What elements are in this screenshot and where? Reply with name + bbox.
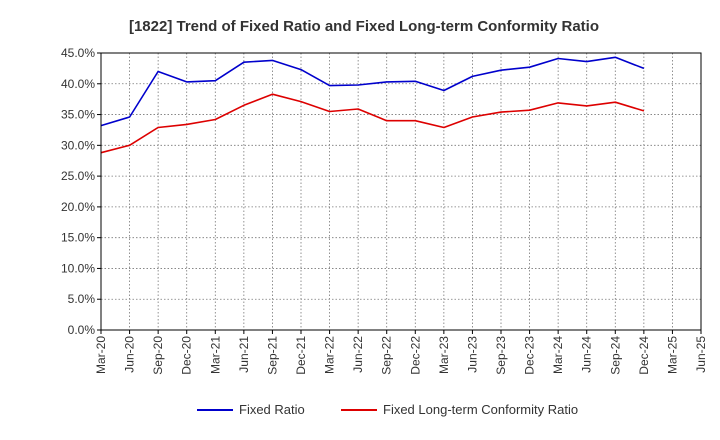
grid [101,53,701,330]
y-tick-label: 40.0% [61,77,95,91]
series-line-2 [100,93,645,154]
y-tick-label: 30.0% [61,138,95,152]
x-tick-label: Jun-20 [123,336,137,373]
y-tick-label: 20.0% [61,200,95,214]
plot-frame [100,52,702,331]
x-tick-label: Sep-20 [151,336,165,375]
chart-title: [1822] Trend of Fixed Ratio and Fixed Lo… [129,18,599,35]
y-tick-label: 35.0% [61,108,95,122]
x-tick-label: Mar-22 [323,336,337,374]
x-tick-label: Mar-20 [94,336,108,374]
x-tick-label: Jun-22 [351,336,365,373]
y-axis: 0.0% 5.0% 10.0% 15.0% 20.0% 25.0% 30.0% 35.0% 40… [61,46,101,337]
x-tick-label: Dec-23 [523,336,537,375]
y-tick-label: 15.0% [61,231,95,245]
x-tick-label: Dec-20 [180,336,194,375]
x-tick-label: Mar-21 [208,336,222,374]
series-line-1 [100,56,645,127]
x-axis: Mar-20 Jun-20 Sep-20 Dec-20 Mar-21 Jun-21 Sep-… [94,330,708,375]
y-tick-label: 5.0% [68,292,96,306]
x-tick-label: Jun-21 [237,336,251,373]
x-tick-label: Sep-21 [265,336,279,375]
x-tick-label: Mar-24 [551,336,565,374]
x-tick-label: Sep-24 [608,336,622,375]
x-tick-label: Jun-24 [580,336,594,373]
y-tick-label: 10.0% [61,261,95,275]
x-tick-label: Jun-23 [465,336,479,373]
y-tick-label: 25.0% [61,169,95,183]
x-tick-label: Sep-23 [494,336,508,375]
x-tick-label: Mar-25 [665,336,679,374]
y-tick-label: 0.0% [68,323,96,337]
x-tick-label: Dec-24 [637,336,651,375]
legend: Fixed Ratio Fixed Long-term Conformity Ra… [197,402,578,417]
x-tick-label: Dec-21 [294,336,308,375]
x-tick-label: Jun-25 [694,336,708,373]
y-tick-label: 45.0% [61,46,95,60]
series-layer [100,56,645,154]
legend-label-1: Fixed Ratio [239,402,305,417]
x-tick-label: Mar-23 [437,336,451,374]
x-tick-label: Sep-22 [380,336,394,375]
legend-label-2: Fixed Long-term Conformity Ratio [383,402,578,417]
x-tick-label: Dec-22 [408,336,422,375]
